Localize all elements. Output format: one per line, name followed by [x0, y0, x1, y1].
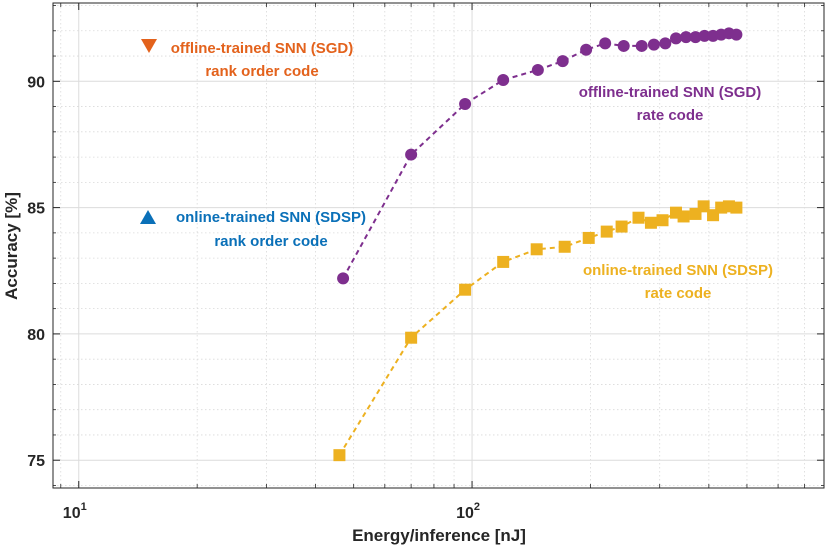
annotation-off-rank: offline-trained SNN (SGD) rank order code	[141, 39, 353, 80]
data-point	[730, 201, 743, 214]
minor-grid	[53, 3, 824, 488]
major-grid	[53, 3, 824, 488]
data-point	[635, 39, 648, 52]
data-point	[656, 214, 669, 227]
data-point	[659, 37, 672, 50]
y-axis-label: Accuracy [%]	[2, 192, 21, 300]
x-tick-label-exponent: 2	[474, 501, 480, 513]
data-point	[599, 37, 612, 50]
annotations: offline-trained SNN (SGD) rank order code…	[140, 39, 773, 302]
annotation-line2: rate code	[645, 285, 712, 302]
annotation-on-rate: online-trained SNN (SDSP) rate code	[583, 262, 773, 302]
series-online-sdsp-rate	[333, 200, 743, 462]
data-point	[497, 74, 510, 87]
data-point	[497, 255, 510, 268]
data-point	[669, 32, 682, 45]
data-point	[697, 200, 710, 213]
data-point	[337, 272, 350, 285]
data-point	[677, 210, 690, 223]
series-offline-sgd-rate	[337, 27, 743, 285]
x-tick-label: 101	[63, 501, 87, 522]
data-point	[333, 449, 346, 462]
annotation-line1: offline-trained SNN (SGD)	[171, 40, 354, 57]
annotation-line1: online-trained SNN (SDSP)	[176, 209, 366, 226]
annotation-line2: rate code	[637, 107, 704, 124]
plot-area	[53, 3, 824, 488]
y-tick-label: 75	[27, 453, 45, 470]
data-point	[459, 98, 472, 111]
triangle-up-icon	[140, 210, 156, 224]
annotation-on-rank: online-trained SNN (SDSP) rank order code	[140, 209, 366, 250]
data-point	[617, 39, 630, 52]
data-point	[680, 31, 693, 44]
data-point	[531, 63, 544, 76]
plot-frame	[52, 2, 825, 489]
y-tick-label: 80	[27, 327, 45, 344]
x-tick-label-base: 10	[63, 505, 81, 522]
annotation-off-rate: offline-trained SNN (SGD) rate code	[579, 84, 762, 124]
x-tick-label: 102	[456, 501, 480, 522]
data-point	[580, 43, 593, 56]
data-point	[689, 31, 702, 44]
data-point	[647, 38, 660, 51]
data-point	[459, 283, 472, 296]
x-tick-label-base: 10	[456, 505, 474, 522]
data-point	[632, 211, 645, 224]
data-point	[600, 225, 613, 238]
triangle-down-icon	[141, 39, 157, 53]
series-layer	[333, 27, 743, 462]
data-point	[556, 55, 569, 68]
data-point	[644, 216, 657, 229]
y-tick-label: 85	[27, 201, 45, 218]
x-tick-label-exponent: 1	[81, 501, 87, 513]
data-point	[615, 220, 628, 233]
data-point	[530, 243, 543, 256]
data-point	[405, 148, 418, 161]
data-point	[730, 28, 743, 41]
y-tick-label: 90	[27, 74, 45, 91]
data-point	[582, 231, 595, 244]
data-point	[405, 331, 418, 344]
annotation-line1: online-trained SNN (SDSP)	[583, 262, 773, 279]
annotation-line2: rank order code	[205, 63, 318, 80]
x-axis-label: Energy/inference [nJ]	[352, 526, 526, 545]
annotation-line2: rank order code	[214, 233, 327, 250]
data-point	[558, 240, 571, 253]
data-point	[698, 29, 711, 42]
annotation-line1: offline-trained SNN (SGD)	[579, 84, 762, 101]
